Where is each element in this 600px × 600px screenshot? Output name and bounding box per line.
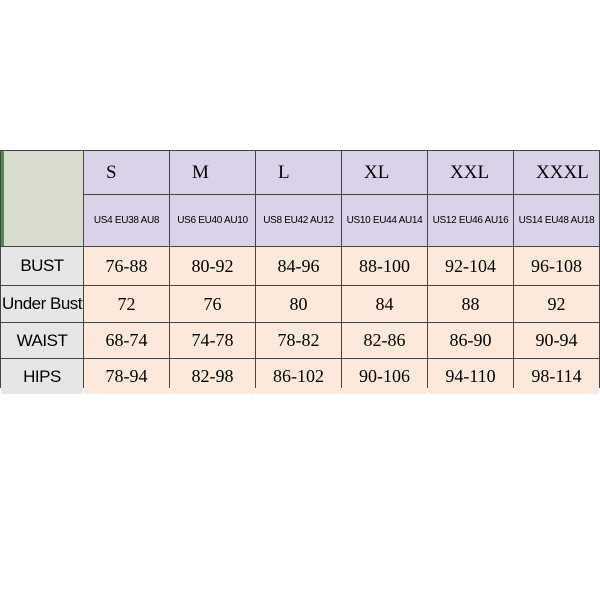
measurement: 90-106 xyxy=(342,359,427,394)
measurement: 78-82 xyxy=(256,323,341,358)
size-codes: US8 EU42 AU12 xyxy=(256,195,341,246)
size-header: XXL xyxy=(428,151,513,194)
row-label: WAIST xyxy=(1,323,83,358)
size-header: XXXL xyxy=(514,151,599,194)
measurement: 74-78 xyxy=(170,323,255,358)
measurement: 76-88 xyxy=(84,247,169,285)
measurement: 96-108 xyxy=(514,247,599,285)
measurement: 92-104 xyxy=(428,247,513,285)
size-codes: US10 EU44 AU14 xyxy=(342,195,427,246)
size-codes: US4 EU38 AU8 xyxy=(84,195,169,246)
measurement: 72 xyxy=(84,286,169,322)
measurement: 88 xyxy=(428,286,513,322)
row-label: BUST xyxy=(1,247,83,285)
measurement: 68-74 xyxy=(84,323,169,358)
size-header: M xyxy=(170,151,255,194)
measurement: 80 xyxy=(256,286,341,322)
measurement: 98-114 xyxy=(514,359,599,394)
measurement: 82-86 xyxy=(342,323,427,358)
measurement: 94-110 xyxy=(428,359,513,394)
measurement: 86-90 xyxy=(428,323,513,358)
size-codes: US14 EU48 AU18 xyxy=(514,195,599,246)
measurement: 84 xyxy=(342,286,427,322)
measurement: 82-98 xyxy=(170,359,255,394)
measurement: 88-100 xyxy=(342,247,427,285)
size-codes: US6 EU40 AU10 xyxy=(170,195,255,246)
measurement: 86-102 xyxy=(256,359,341,394)
corner-cell xyxy=(1,151,83,246)
size-header: L xyxy=(256,151,341,194)
row-label: HIPS xyxy=(1,359,83,394)
size-header: XL xyxy=(342,151,427,194)
size-header: S xyxy=(84,151,169,194)
size-codes: US12 EU46 AU16 xyxy=(428,195,513,246)
size-table: S M L XL XXL XXXL US4 EU38 AU8 US6 EU40 AU10 US8… xyxy=(0,150,600,394)
measurement: 90-94 xyxy=(514,323,599,358)
row-label: Under Bust xyxy=(1,286,83,322)
measurement: 80-92 xyxy=(170,247,255,285)
measurement: 78-94 xyxy=(84,359,169,394)
measurement: 84-96 xyxy=(256,247,341,285)
measurement: 92 xyxy=(514,286,599,322)
measurement: 76 xyxy=(170,286,255,322)
